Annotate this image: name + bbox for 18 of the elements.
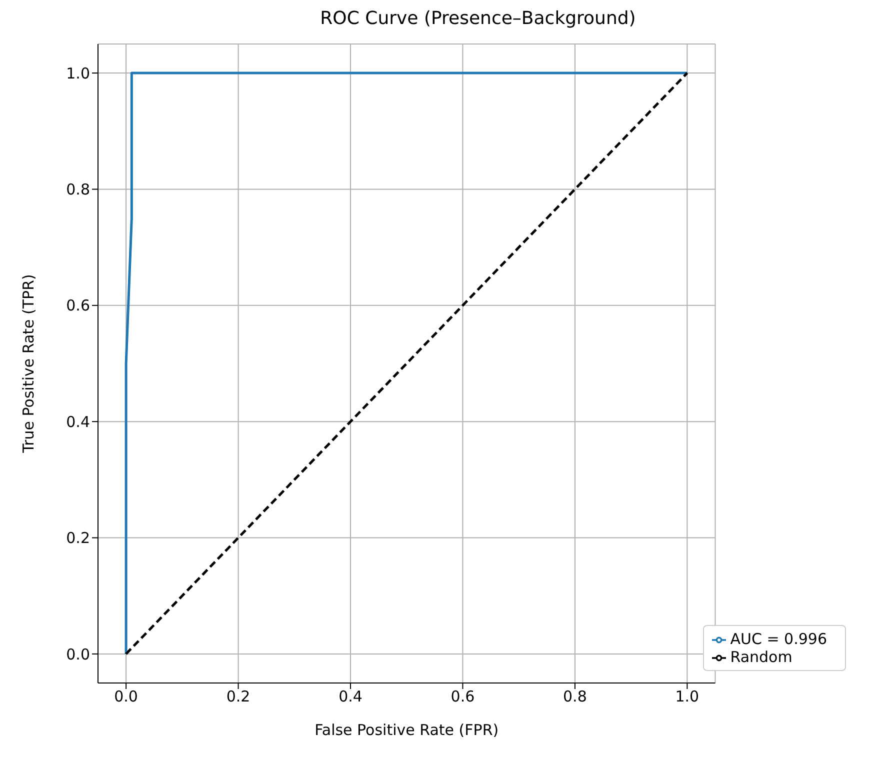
y-tick-label: 0.4 bbox=[66, 412, 90, 431]
line-series bbox=[124, 72, 688, 656]
y-tick-label: 0.0 bbox=[66, 645, 90, 664]
legend-label: AUC = 0.996 bbox=[730, 630, 827, 648]
x-tick-label: 0.0 bbox=[114, 688, 138, 706]
y-tick-label: 0.8 bbox=[66, 180, 90, 199]
y-tick-label: 0.6 bbox=[66, 296, 90, 315]
x-tick-label: 0.4 bbox=[338, 688, 362, 706]
x-tick-label: 1.0 bbox=[675, 688, 700, 706]
x-tick-label: 0.8 bbox=[563, 688, 587, 706]
y-axis-title: True Positive Rate (TPR) bbox=[19, 274, 38, 454]
x-axis-title: False Positive Rate (FPR) bbox=[314, 721, 499, 739]
chart-title: ROC Curve (Presence–Background) bbox=[319, 8, 637, 31]
y-tick-label: 0.2 bbox=[66, 529, 90, 548]
legend-label: Random bbox=[730, 648, 792, 666]
x-tick-label: 0.6 bbox=[450, 688, 475, 706]
y-tick-label: 1.0 bbox=[66, 64, 90, 82]
x-tick-label: 0.2 bbox=[226, 688, 250, 706]
